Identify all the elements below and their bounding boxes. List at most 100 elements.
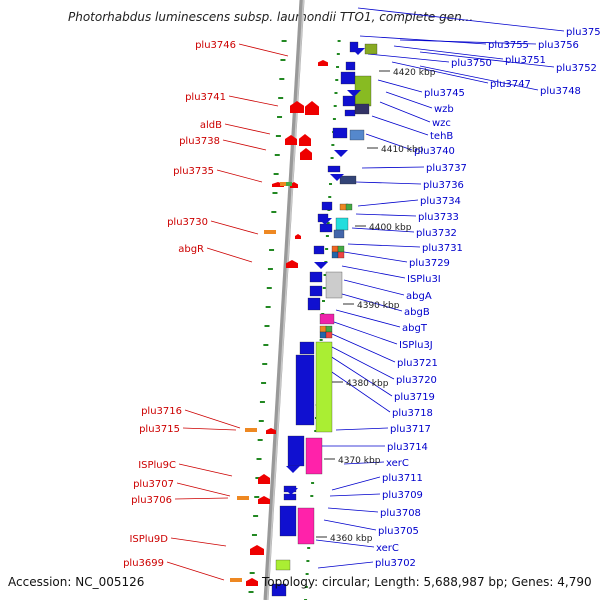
forward-gene-arrow[interactable] [286,466,300,473]
left-gene-label[interactable]: plu3715 [139,424,180,435]
gene-feature[interactable] [319,313,335,325]
gene-feature[interactable] [309,285,323,297]
right-gene-label[interactable]: plu3748 [540,86,581,97]
gene-feature[interactable] [333,229,345,239]
right-gene-label[interactable]: plu3709 [382,490,423,501]
gene-feature[interactable] [344,109,356,117]
right-gene-label[interactable]: plu3755 [488,40,529,51]
gene-feature[interactable] [321,201,333,211]
left-gene-label[interactable]: plu3730 [167,217,208,228]
left-gene-label[interactable]: abgR [178,244,204,255]
right-gene-label[interactable]: plu3737 [426,163,467,174]
gene-feature[interactable] [319,223,333,233]
small-gene-feature[interactable] [264,230,276,234]
gene-feature[interactable] [305,437,323,475]
gene-feature[interactable] [331,251,339,259]
gene-feature[interactable] [297,507,315,545]
left-gene-label[interactable]: plu3746 [195,40,236,51]
right-gene-label[interactable]: tehB [430,131,453,142]
gene-feature[interactable] [337,251,345,259]
right-gene-label[interactable]: plu3705 [378,526,419,537]
gene-feature[interactable] [287,435,305,467]
gene-feature[interactable] [342,95,356,107]
reverse-gene-arrow[interactable] [286,260,298,268]
right-gene-label[interactable]: plu3740 [414,146,455,157]
gene-feature[interactable] [337,245,345,253]
reverse-gene-arrow[interactable] [318,60,328,66]
left-gene-label[interactable]: aldB [200,120,222,131]
gene-feature[interactable] [340,71,356,85]
right-gene-label[interactable]: plu3708 [380,508,421,519]
right-gene-label[interactable]: plu3752 [556,63,597,74]
right-gene-label[interactable]: wzc [432,118,451,129]
gene-feature[interactable] [331,245,339,253]
right-gene-label[interactable]: plu3747 [490,79,531,90]
right-gene-label[interactable]: plu3729 [409,258,450,269]
right-gene-label[interactable]: abgB [404,307,430,318]
right-gene-label[interactable]: plu3736 [423,180,464,191]
left-gene-labels[interactable]: plu3746 plu3741 aldB plu3738 plu3735 plu3730 a… [123,40,236,569]
gene-feature[interactable] [299,341,315,355]
left-gene-label[interactable]: plu3741 [185,92,226,103]
right-gene-label[interactable]: plu3720 [396,375,437,386]
small-gene-feature[interactable] [237,496,249,500]
gene-feature[interactable] [325,271,343,299]
gene-feature[interactable] [283,493,297,501]
right-gene-label[interactable]: plu3719 [394,392,435,403]
gene-feature[interactable] [315,341,333,433]
left-gene-label[interactable]: plu3716 [141,406,182,417]
right-gene-label[interactable]: plu3734 [420,196,461,207]
forward-gene-arrow[interactable] [284,488,298,495]
gene-feature[interactable] [279,505,297,537]
right-gene-label[interactable]: wzb [434,104,454,115]
reverse-gene-arrow[interactable] [285,135,297,145]
right-gene-label[interactable]: plu3745 [424,88,465,99]
right-gene-label[interactable]: xerC [376,543,399,554]
gene-feature[interactable] [307,297,321,311]
right-gene-label[interactable]: plu3731 [422,243,463,254]
gene-features[interactable] [230,41,378,597]
gene-feature[interactable] [325,325,333,333]
gene-feature[interactable] [339,175,357,185]
small-gene-feature[interactable] [245,428,257,432]
reverse-gene-arrow[interactable] [246,578,258,586]
right-gene-label[interactable]: plu3751 [505,55,546,66]
right-gene-label[interactable]: plu3721 [397,358,438,369]
gene-feature[interactable] [349,129,365,141]
right-gene-label[interactable]: xerC [386,458,409,469]
left-gene-label[interactable]: plu3735 [173,166,214,177]
right-gene-label[interactable]: abgT [402,323,428,334]
forward-gene-arrow[interactable] [314,262,328,269]
gene-feature[interactable] [345,61,356,71]
right-gene-label[interactable]: plu3714 [387,442,428,453]
forward-gene-arrow[interactable] [334,150,348,157]
forward-gene-arrow[interactable] [351,48,365,55]
right-gene-label[interactable]: plu3711 [382,473,423,484]
forward-gene-arrow[interactable] [347,90,361,97]
reverse-gene-arrow[interactable] [305,101,319,115]
right-gene-label[interactable]: abgA [406,291,432,302]
right-gene-label[interactable]: plu3733 [418,212,459,223]
gene-feature[interactable] [295,354,315,426]
right-gene-label[interactable]: plu3750 [451,58,492,69]
reverse-gene-arrow[interactable] [250,545,264,555]
forward-gene-arrow[interactable] [318,218,332,225]
gene-feature[interactable] [345,203,353,211]
reverse-gene-arrow[interactable] [290,101,304,113]
reverse-gene-arrow[interactable] [299,134,311,146]
left-gene-label[interactable]: plu3707 [133,479,174,490]
gene-feature[interactable] [319,325,327,333]
small-gene-feature[interactable] [286,182,292,186]
right-gene-label[interactable]: ISPlu3J [399,340,433,351]
left-gene-label[interactable]: plu3706 [131,495,172,506]
gene-feature[interactable] [332,127,348,139]
forward-gene-arrow[interactable] [330,174,344,181]
reverse-gene-arrow[interactable] [266,428,276,434]
left-gene-label[interactable]: ISPlu9C [138,460,176,471]
right-gene-label[interactable]: plu3717 [390,424,431,435]
right-gene-label[interactable]: plu3759 [566,27,600,38]
gene-feature[interactable] [313,245,325,255]
left-gene-label[interactable]: plu3699 [123,558,164,569]
right-gene-label[interactable]: plu3756 [538,40,579,51]
